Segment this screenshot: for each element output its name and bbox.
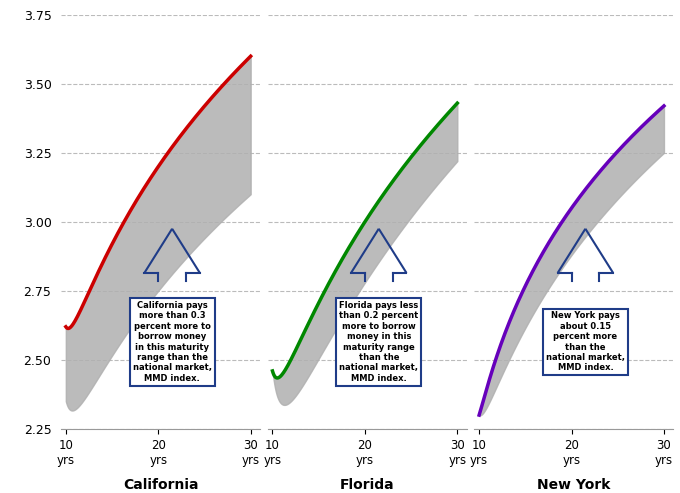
X-axis label: Florida: Florida bbox=[340, 478, 394, 492]
X-axis label: California: California bbox=[123, 478, 199, 492]
Text: New York pays
about 0.15
percent more
than the
national market,
MMD index.: New York pays about 0.15 percent more th… bbox=[546, 312, 625, 372]
Text: California pays
more than 0.3
percent more to
borrow money
in this maturity
rang: California pays more than 0.3 percent mo… bbox=[133, 301, 211, 383]
X-axis label: New York: New York bbox=[537, 478, 611, 492]
Text: Florida pays less
than 0.2 percent
more to borrow
money in this
maturity range
t: Florida pays less than 0.2 percent more … bbox=[339, 301, 418, 383]
